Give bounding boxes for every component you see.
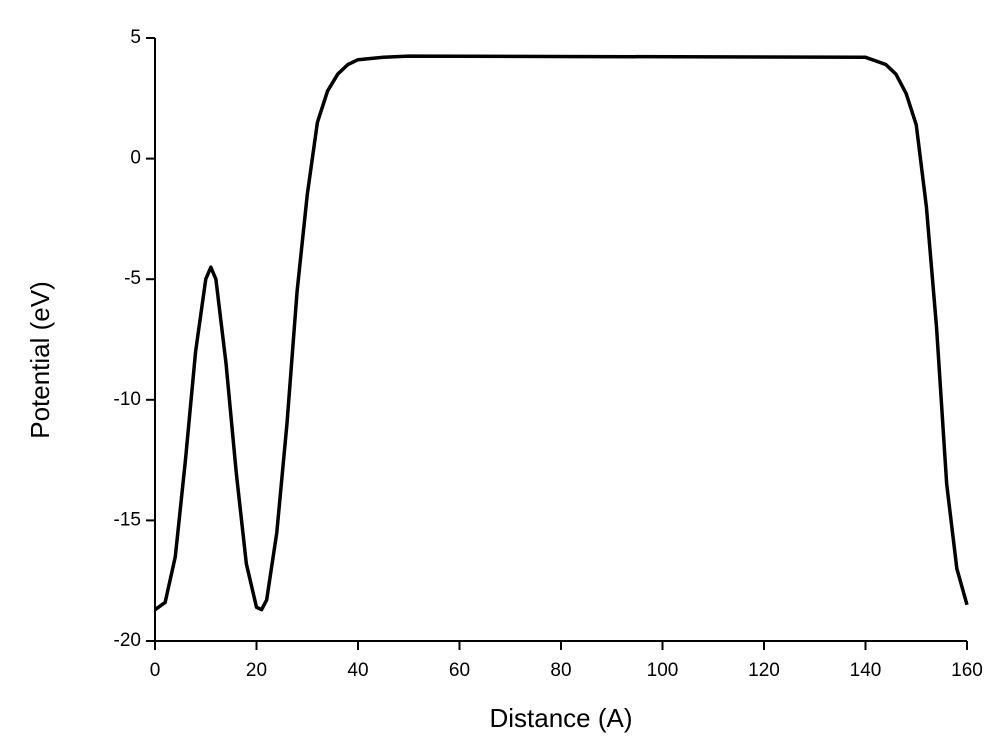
y-axis-title: Potential (eV) [25,281,55,439]
x-tick-label: 140 [850,660,882,681]
x-axis-title: Distance (A) [489,703,632,733]
x-tick-label: 80 [550,660,571,681]
y-tick-label: -20 [114,630,141,651]
x-tick-label: 0 [150,660,161,681]
x-tick-label: 60 [449,660,470,681]
y-tick-label: -10 [114,389,141,410]
x-tick-label: 20 [246,660,267,681]
x-tick-label: 160 [951,660,983,681]
y-tick-label: 0 [130,148,141,169]
x-tick-label: 100 [647,660,679,681]
x-tick-label: 120 [748,660,780,681]
x-tick-label: 40 [347,660,368,681]
data-line [153,54,969,612]
y-tick-label: -15 [114,509,141,530]
y-tick-label: -5 [124,268,141,289]
y-tick-label: 5 [130,27,141,48]
